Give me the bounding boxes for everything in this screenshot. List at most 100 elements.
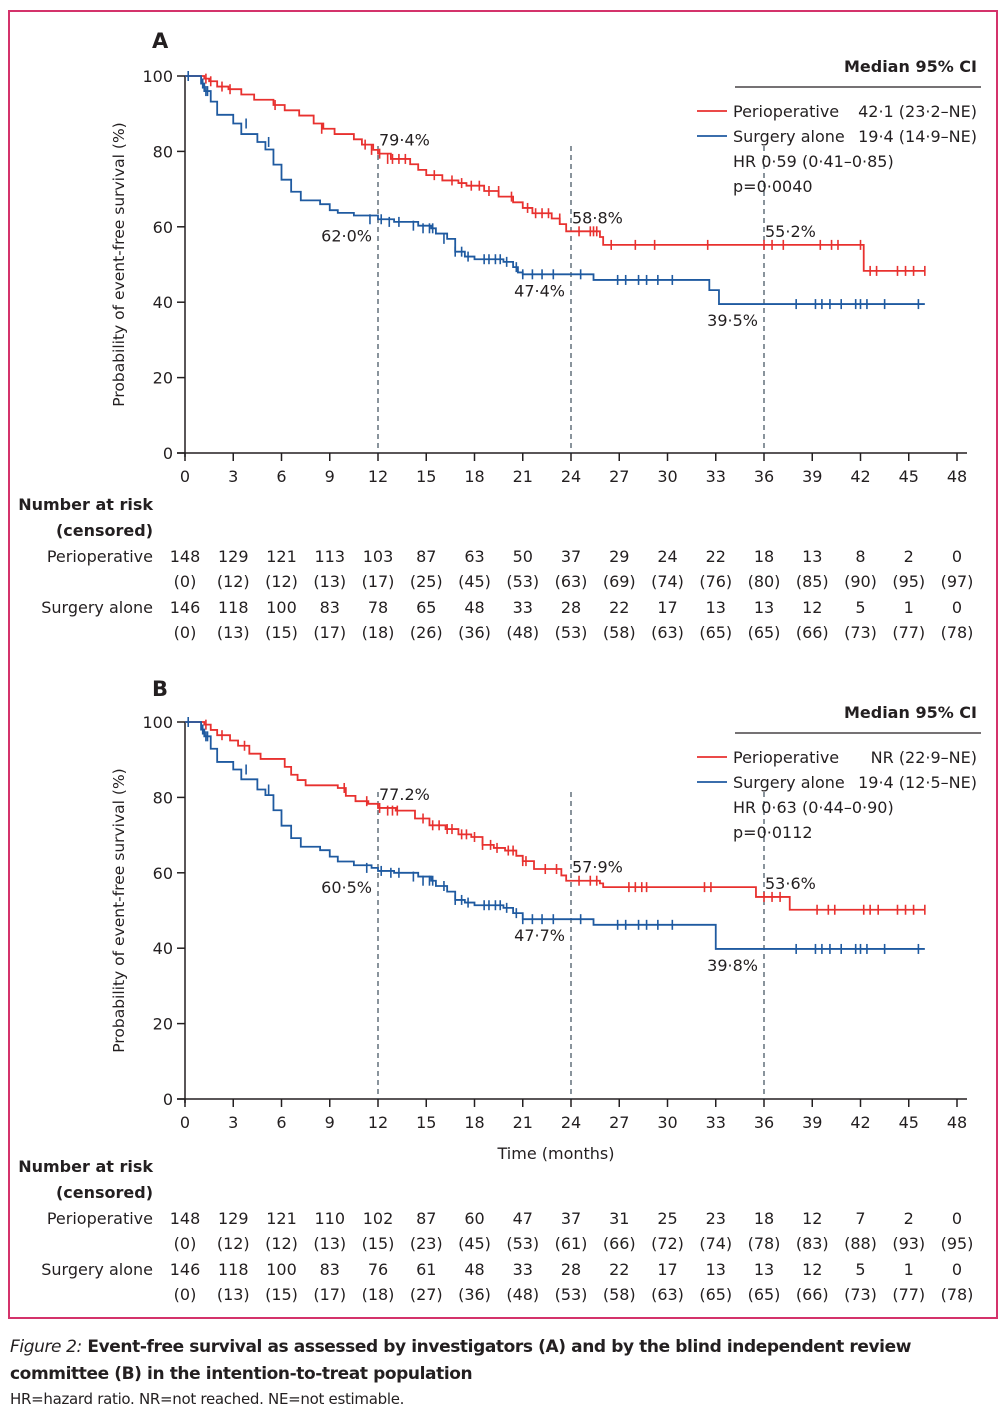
caption-label: Figure 2: [10, 1337, 82, 1357]
risk-at-risk-value: 83 [320, 598, 340, 617]
x-tick-label: 27 [609, 1113, 629, 1132]
x-tick-label: 9 [325, 1113, 335, 1132]
risk-at-risk-value: 12 [802, 1260, 822, 1279]
y-tick-label: 20 [153, 1015, 173, 1034]
risk-at-risk-value: 61 [416, 1260, 436, 1279]
risk-at-risk-value: 63 [464, 547, 484, 566]
x-tick-label: 36 [754, 467, 774, 486]
risk-at-risk-value: 148 [170, 1209, 201, 1228]
risk-table: Number at risk(censored)Perioperative 148… [18, 495, 973, 642]
risk-at-risk-value: 33 [513, 598, 533, 617]
x-tick-label: 33 [706, 467, 726, 486]
x-tick-label: 45 [899, 467, 919, 486]
risk-at-risk-value: 33 [513, 1260, 533, 1279]
x-tick-label: 45 [899, 1113, 919, 1132]
risk-censored-value: (66) [603, 1234, 636, 1253]
risk-censored-value: (63) [651, 1285, 684, 1304]
risk-censored-value: (13) [217, 1285, 250, 1304]
risk-at-risk-value: 83 [320, 1260, 340, 1279]
legend-stat: HR 0·59 (0·41–0·85) [733, 152, 894, 171]
x-tick-label: 48 [947, 467, 967, 486]
risk-censored-value: (53) [555, 623, 588, 642]
x-tick-label: 18 [464, 467, 484, 486]
risk-censored-value: (0) [174, 1234, 197, 1253]
y-tick-label: 60 [153, 218, 173, 237]
risk-at-risk-value: 110 [314, 1209, 345, 1228]
risk-censored-value: (0) [174, 572, 197, 591]
risk-at-risk-value: 0 [952, 598, 962, 617]
risk-censored-value: (95) [941, 1234, 974, 1253]
legend-stat: p=0·0040 [733, 177, 813, 196]
x-tick-label: 15 [416, 1113, 436, 1132]
survival-curve-perioperative [185, 75, 925, 272]
risk-censored-value: (18) [362, 1285, 395, 1304]
risk-at-risk-value: 28 [561, 1260, 581, 1279]
risk-censored-value: (72) [651, 1234, 684, 1253]
risk-at-risk-value: 0 [952, 547, 962, 566]
risk-at-risk-value: 37 [561, 547, 581, 566]
risk-censored-value: (78) [748, 1234, 781, 1253]
risk-at-risk-value: 118 [218, 1260, 249, 1279]
risk-censored-value: (12) [217, 1234, 250, 1253]
y-tick-label: 80 [153, 142, 173, 161]
risk-at-risk-value: 13 [706, 598, 726, 617]
annotation-label: 58·8% [572, 208, 623, 227]
risk-at-risk-value: 13 [802, 547, 822, 566]
risk-at-risk-value: 12 [802, 1209, 822, 1228]
risk-censored-value: (45) [458, 1234, 491, 1253]
risk-censored-value: (13) [217, 623, 250, 642]
legend-entry-name: Surgery alone [733, 773, 845, 792]
risk-censored-value: (74) [699, 1234, 732, 1253]
annotation-label: 47·4% [514, 281, 565, 300]
risk-censored-value: (23) [410, 1234, 443, 1253]
risk-table-subtitle: (censored) [56, 521, 153, 540]
caption-title-text: Event-free survival as assessed by inves… [10, 1337, 912, 1384]
panel-title: A [152, 29, 169, 53]
risk-censored-value: (76) [699, 572, 732, 591]
risk-at-risk-value: 31 [609, 1209, 629, 1228]
risk-at-risk-value: 22 [609, 1260, 629, 1279]
risk-at-risk-value: 5 [855, 1260, 865, 1279]
risk-censored-value: (27) [410, 1285, 443, 1304]
legend-entry-value: 19·4 (12·5–NE) [858, 773, 977, 792]
risk-censored-value: (18) [362, 623, 395, 642]
risk-at-risk-value: 129 [218, 1209, 249, 1228]
annotation-label: 60·5% [321, 878, 372, 897]
risk-censored-value: (53) [506, 1234, 539, 1253]
survival-curve-surgery-alone [185, 75, 925, 305]
figure-caption: Figure 2: Event-free survival as assesse… [10, 1334, 990, 1410]
risk-at-risk-value: 1 [904, 598, 914, 617]
y-tick-label: 20 [153, 369, 173, 388]
legend: Median 95% CI Perioperative 42·1 (23·2–NE)… [697, 57, 981, 196]
risk-at-risk-value: 13 [706, 1260, 726, 1279]
x-axis-label: Time (months) [497, 1144, 615, 1163]
risk-table: Number at risk(censored)Perioperative 148… [18, 1157, 973, 1304]
x-tick-label: 0 [180, 467, 190, 486]
risk-censored-value: (93) [892, 1234, 925, 1253]
risk-censored-value: (63) [651, 623, 684, 642]
risk-censored-value: (83) [796, 1234, 829, 1253]
risk-censored-value: (25) [410, 572, 443, 591]
risk-censored-value: (12) [265, 572, 298, 591]
risk-censored-value: (65) [699, 1285, 732, 1304]
caption-note: HR=hazard ratio. NR=not reached. NE=not … [10, 1390, 405, 1408]
risk-censored-value: (36) [458, 623, 491, 642]
x-tick-label: 42 [850, 1113, 870, 1132]
risk-at-risk-value: 50 [513, 547, 533, 566]
risk-at-risk-value: 23 [706, 1209, 726, 1228]
risk-censored-value: (17) [313, 623, 346, 642]
risk-at-risk-value: 13 [754, 1260, 774, 1279]
risk-censored-value: (78) [941, 623, 974, 642]
risk-table-title: Number at risk [18, 1157, 153, 1176]
legend-entry-name: Perioperative [733, 102, 839, 121]
x-tick-label: 9 [325, 467, 335, 486]
risk-censored-value: (48) [506, 1285, 539, 1304]
figure-frame [8, 10, 998, 1319]
risk-censored-value: (80) [748, 572, 781, 591]
annotation-label: 39·5% [707, 311, 758, 330]
x-tick-label: 39 [802, 1113, 822, 1132]
legend-entry-value: 42·1 (23·2–NE) [858, 102, 977, 121]
risk-censored-value: (65) [748, 1285, 781, 1304]
legend-stat: p=0·0112 [733, 823, 813, 842]
x-tick-label: 15 [416, 467, 436, 486]
